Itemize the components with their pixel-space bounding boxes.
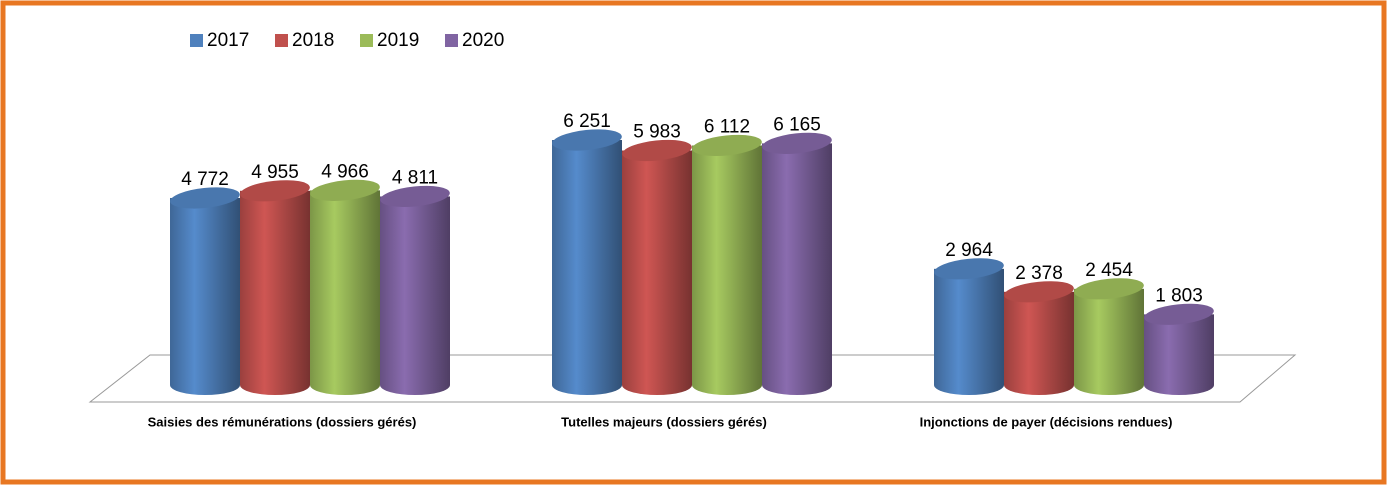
cylinder-body (692, 145, 762, 385)
cylinder-top (1144, 303, 1214, 325)
value-label: 4 772 (181, 169, 229, 190)
legend-label: 2017 (207, 30, 249, 51)
cylinder-body (1144, 314, 1214, 385)
legend-swatch (445, 34, 458, 47)
value-label: 4 966 (321, 161, 369, 182)
cylinder-top (380, 185, 450, 208)
cylinder-body (934, 268, 1004, 385)
legend-label: 2018 (292, 30, 334, 51)
value-label: 6 165 (773, 114, 821, 135)
cylinder-body (1004, 291, 1074, 385)
cylinder-top (762, 132, 832, 154)
cylinder-top (622, 139, 692, 162)
cylinder-body (380, 196, 450, 385)
cylinder-top (552, 129, 622, 151)
cylinder-body (552, 140, 622, 385)
cylinder-top (1074, 278, 1144, 300)
legend-swatch (275, 34, 288, 47)
value-label: 2 454 (1085, 260, 1133, 281)
category-label: Tutelles majeurs (dossiers gérés) (561, 414, 767, 429)
cylinder-top (240, 180, 310, 202)
value-label: 4 811 (392, 167, 438, 188)
cylinder-body (622, 150, 692, 385)
legend-label: 2020 (462, 30, 504, 51)
value-label: 1 803 (1155, 285, 1203, 306)
cylinder-body (1074, 288, 1144, 385)
legend-swatch (190, 34, 203, 47)
cylinder-body (310, 190, 380, 385)
legend-label: 2019 (377, 30, 419, 51)
cylinder-top (692, 134, 762, 157)
cylinder-body (762, 143, 832, 385)
cylinder-body (240, 190, 310, 385)
value-label: 2 378 (1015, 263, 1063, 284)
cylinder-top (1004, 281, 1074, 303)
cylinder-body (170, 197, 240, 385)
value-label: 2 964 (945, 240, 993, 261)
cylinder-top (934, 258, 1004, 280)
cylinder-top (310, 179, 380, 201)
value-label: 6 251 (563, 111, 611, 132)
legend-swatch (360, 34, 373, 47)
cylinder-top (170, 187, 240, 209)
category-label: Injonctions de payer (décisions rendues) (920, 414, 1173, 429)
value-label: 5 983 (633, 122, 681, 143)
category-label: Saisies des rémunérations (dossiers géré… (148, 414, 417, 429)
value-label: 4 955 (251, 162, 299, 183)
value-label: 6 112 (704, 116, 750, 137)
